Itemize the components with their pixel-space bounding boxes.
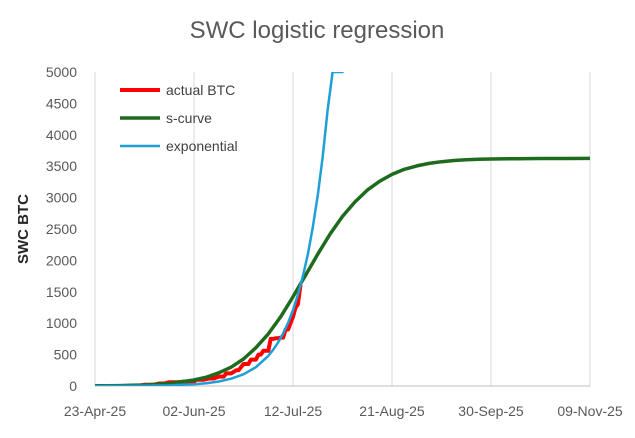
y-tick-label: 500 [54,347,78,363]
legend-label: s-curve [166,110,212,126]
y-tick-label: 2500 [46,221,77,237]
series-exponential [95,72,344,386]
x-tick-label: 23-Apr-25 [64,403,126,419]
series-actual-btc [95,283,303,386]
x-tick-label: 21-Aug-25 [359,403,425,419]
y-tick-label: 4500 [46,95,77,111]
y-tick-label: 3000 [46,190,77,206]
grid-lines [94,72,591,386]
y-tick-label: 0 [69,378,77,394]
x-tick-label: 12-Jul-25 [264,403,323,419]
y-tick-label: 3500 [46,158,77,174]
legend-label: actual BTC [166,82,235,98]
legend: actual BTC s-curve exponential [120,82,238,154]
y-tick-label: 2000 [46,252,77,268]
x-axis-ticks: 23-Apr-25 02-Jun-25 12-Jul-25 21-Aug-25 30-S… [64,403,623,419]
legend-label: exponential [166,138,238,154]
chart-title: SWC logistic regression [190,17,445,44]
x-tick-label: 09-Nov-25 [557,403,623,419]
series-s-curve [95,156,590,386]
y-tick-label: 4000 [46,127,77,143]
y-tick-label: 5000 [46,64,77,80]
series-group [95,72,590,386]
y-tick-label: 1500 [46,284,77,300]
x-tick-label: 02-Jun-25 [162,403,225,419]
y-axis-label: SWC BTC [15,194,32,264]
y-axis-ticks: 0 500 1000 1500 2000 2500 3000 3500 4000 4500 5000 [46,64,77,394]
x-tick-label: 30-Sep-25 [458,403,524,419]
y-tick-label: 1000 [46,315,77,331]
